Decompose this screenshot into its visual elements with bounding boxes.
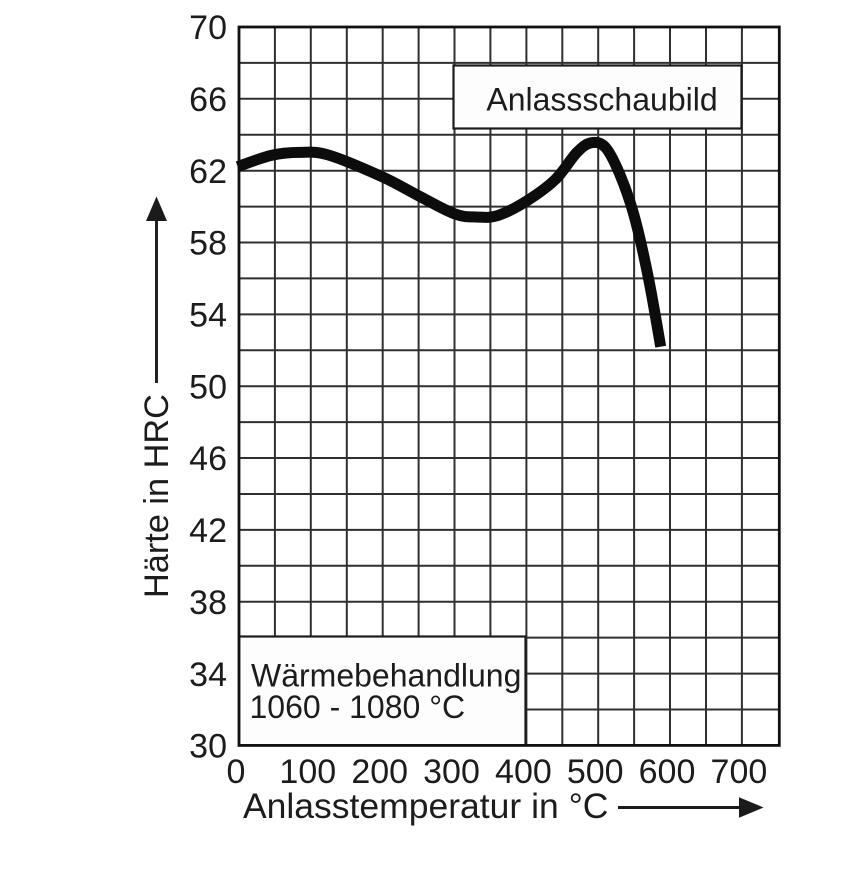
svg-text:400: 400	[495, 753, 552, 791]
svg-text:500: 500	[567, 753, 624, 791]
svg-text:100: 100	[279, 753, 336, 791]
svg-text:66: 66	[189, 81, 227, 119]
svg-text:50: 50	[189, 368, 227, 406]
svg-text:Härte in HRC: Härte in HRC	[138, 394, 176, 598]
svg-text:30: 30	[189, 728, 227, 766]
svg-text:300: 300	[423, 753, 480, 791]
svg-text:54: 54	[189, 297, 227, 335]
svg-text:600: 600	[639, 753, 696, 791]
svg-text:0: 0	[227, 753, 246, 791]
svg-text:Anlassschaubild: Anlassschaubild	[486, 82, 717, 118]
svg-text:34: 34	[189, 656, 227, 694]
svg-text:Wärmebehandlung: Wärmebehandlung	[251, 658, 521, 694]
svg-text:62: 62	[189, 153, 227, 191]
svg-text:46: 46	[189, 440, 227, 478]
svg-text:42: 42	[189, 512, 227, 550]
svg-text:700: 700	[711, 753, 768, 791]
svg-text:Anlasstemperatur in °C: Anlasstemperatur in °C	[243, 786, 608, 826]
svg-text:200: 200	[351, 753, 408, 791]
svg-text:70: 70	[189, 9, 227, 47]
svg-text:38: 38	[189, 584, 227, 622]
svg-text:1060 - 1080 °C: 1060 - 1080 °C	[250, 689, 466, 725]
svg-text:58: 58	[189, 225, 227, 263]
